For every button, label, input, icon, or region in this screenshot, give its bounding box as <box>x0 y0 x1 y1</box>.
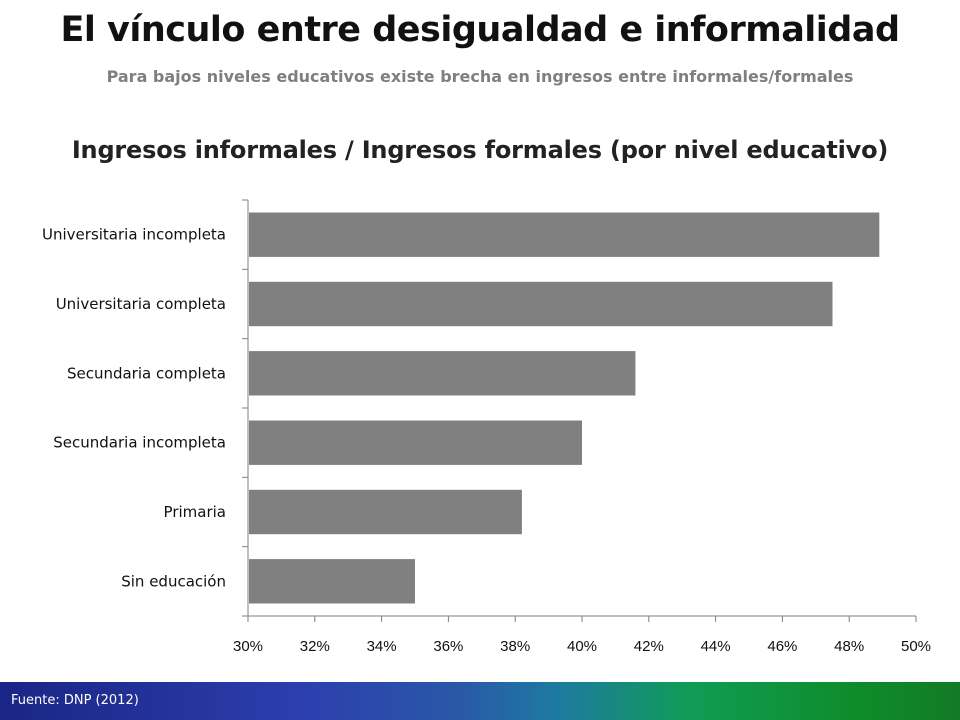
category-label: Sin educación <box>121 572 226 590</box>
category-label: Secundaria incompleta <box>53 434 226 452</box>
x-tick-label: 38% <box>500 638 530 655</box>
chart-title: Ingresos informales / Ingresos formales … <box>71 136 889 164</box>
x-tick-label: 42% <box>634 638 664 655</box>
x-tick-labels: 30% 32% 34% 36% 38% 40% 42% 44% 46% 48% 50% <box>233 638 931 655</box>
bar-4 <box>249 420 582 465</box>
category-label: Primaria <box>164 503 226 521</box>
category-label: Universitaria completa <box>56 295 226 313</box>
category-labels: Universitaria incompleta Universitaria co… <box>42 226 226 591</box>
x-tick-label: 50% <box>901 638 931 655</box>
bar-5 <box>249 489 522 535</box>
axes <box>242 199 917 622</box>
bar-3 <box>249 351 636 396</box>
bars-group <box>249 212 880 604</box>
x-tick-label: 44% <box>701 638 731 655</box>
x-tick-label: 30% <box>233 638 263 655</box>
x-tick-label: 46% <box>767 638 797 655</box>
source-note: Fuente: DNP (2012) <box>11 693 139 708</box>
x-tick-label: 36% <box>433 638 463 655</box>
bar-2 <box>249 281 833 327</box>
bar-1 <box>249 212 880 257</box>
x-tick-label: 34% <box>367 638 397 655</box>
bar-6 <box>249 559 415 604</box>
category-label: Universitaria incompleta <box>42 226 226 244</box>
x-tick-label: 48% <box>834 638 864 655</box>
page-subtitle: Para bajos niveles educativos existe bre… <box>106 67 854 86</box>
page-title: El vínculo entre desigualdad e informali… <box>60 10 900 50</box>
footer-bar: Fuente: DNP (2012) <box>0 682 960 720</box>
x-tick-label: 40% <box>567 638 597 655</box>
bar-chart: Universitaria incompleta Universitaria co… <box>42 199 931 655</box>
x-tick-label: 32% <box>300 638 330 655</box>
category-label: Secundaria completa <box>67 364 226 382</box>
